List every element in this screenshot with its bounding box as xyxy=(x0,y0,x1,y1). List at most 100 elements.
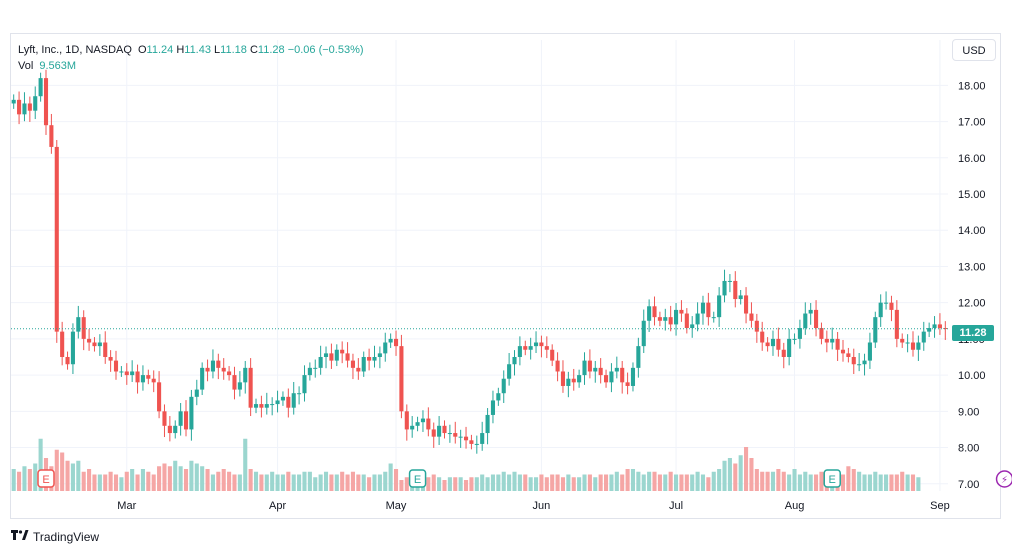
y-tick-label: 15.00 xyxy=(958,189,986,201)
volume-bar xyxy=(496,474,501,491)
volume-bar xyxy=(54,449,59,491)
y-tick-label: 18.00 xyxy=(958,80,986,92)
volume-bar xyxy=(593,477,598,491)
volume-bar xyxy=(668,471,673,491)
volume-bar xyxy=(232,474,237,491)
volume-bar xyxy=(323,471,329,491)
y-tick-label: 14.00 xyxy=(958,225,986,237)
legend-close-label: C xyxy=(249,44,258,56)
volume-bar xyxy=(157,466,162,491)
candle-body xyxy=(103,342,108,357)
candle-body xyxy=(11,99,16,104)
legend-volume-label: Vol xyxy=(18,60,34,72)
volume-bar xyxy=(711,471,716,491)
candle-body xyxy=(70,331,75,365)
volume-bar xyxy=(92,474,97,491)
last-price-label: 11.28 xyxy=(952,325,994,341)
candle-body xyxy=(264,404,269,408)
candle-body xyxy=(442,425,447,434)
candle-body xyxy=(302,375,307,394)
candle-body xyxy=(717,295,722,318)
candle-body xyxy=(393,338,399,347)
volume-bar xyxy=(221,469,226,491)
candle-body xyxy=(577,375,582,383)
currency-button[interactable]: USD xyxy=(952,39,996,61)
candle-body xyxy=(399,346,404,412)
volume-bar xyxy=(334,474,339,491)
candle-body xyxy=(749,313,754,321)
volume-bar xyxy=(259,474,264,491)
candle-body xyxy=(943,328,948,330)
candle-body xyxy=(657,317,662,321)
volume-bar xyxy=(910,474,916,491)
candle-body xyxy=(647,306,652,321)
volume-bar xyxy=(17,471,22,491)
tradingview-logo-icon xyxy=(11,529,29,544)
candle-body xyxy=(210,360,215,372)
candle-body xyxy=(894,309,899,339)
legend-high-value: 11.43 xyxy=(184,44,211,56)
earnings-marker[interactable]: E xyxy=(823,469,841,488)
volume-bar xyxy=(130,469,135,491)
candle-body xyxy=(447,433,452,435)
candle-body xyxy=(151,378,156,383)
volume-bar xyxy=(523,474,528,491)
volume-bar xyxy=(878,474,883,491)
candle-body xyxy=(490,400,496,415)
legend-open-value: 11.24 xyxy=(146,44,174,56)
volume-bar xyxy=(814,474,819,491)
y-tick-label: 8.00 xyxy=(958,443,979,455)
candle-body xyxy=(135,371,140,383)
candle-body xyxy=(146,375,151,379)
volume-bar xyxy=(657,474,662,491)
candle-body xyxy=(49,125,54,147)
volume-bar xyxy=(469,477,474,491)
volume-bar xyxy=(776,469,781,491)
candle-body xyxy=(873,317,878,343)
legend-close-value: 11.28 xyxy=(257,44,285,56)
chart-frame xyxy=(10,33,1001,519)
candle-body xyxy=(760,331,765,343)
volume-bar xyxy=(11,469,16,491)
volume-bar xyxy=(146,471,151,491)
y-tick-label: 9.00 xyxy=(958,406,979,418)
volume-bar xyxy=(297,474,302,491)
volume-bar xyxy=(302,471,307,491)
candle-body xyxy=(700,302,706,314)
candle-body xyxy=(420,418,426,423)
candle-body xyxy=(410,425,415,430)
volume-bar xyxy=(189,460,194,491)
candle-body xyxy=(867,342,872,361)
y-tick-label: 13.00 xyxy=(958,261,986,273)
candle-body xyxy=(932,324,937,329)
candle-body xyxy=(566,378,571,386)
candle-body xyxy=(318,356,323,368)
volume-bar xyxy=(393,469,399,491)
candle-body xyxy=(119,371,124,373)
candle-body xyxy=(625,382,630,386)
earnings-marker[interactable]: E xyxy=(37,469,55,488)
volume-bar xyxy=(695,471,700,491)
volume-bar xyxy=(60,452,65,491)
volume-bar xyxy=(135,474,140,491)
candle-body xyxy=(889,302,894,310)
earnings-marker[interactable]: E xyxy=(408,469,427,488)
volume-bar xyxy=(437,477,442,491)
split-marker[interactable]: ⚡ xyxy=(995,470,1012,488)
volume-bar xyxy=(706,477,711,491)
volume-bar xyxy=(625,469,630,491)
candle-body xyxy=(555,360,560,372)
candle-body xyxy=(54,146,59,332)
candle-body xyxy=(97,342,102,347)
candle-body xyxy=(496,393,501,401)
candle-body xyxy=(582,360,587,376)
candle-body xyxy=(463,436,469,441)
candle-body xyxy=(614,367,619,372)
candle-body xyxy=(846,353,851,357)
y-tick-label: 16.00 xyxy=(958,153,986,165)
candle-body xyxy=(550,349,555,361)
volume-bar xyxy=(124,471,129,491)
svg-text:E: E xyxy=(414,474,421,486)
tradingview-brand[interactable]: TradingView xyxy=(11,529,99,544)
